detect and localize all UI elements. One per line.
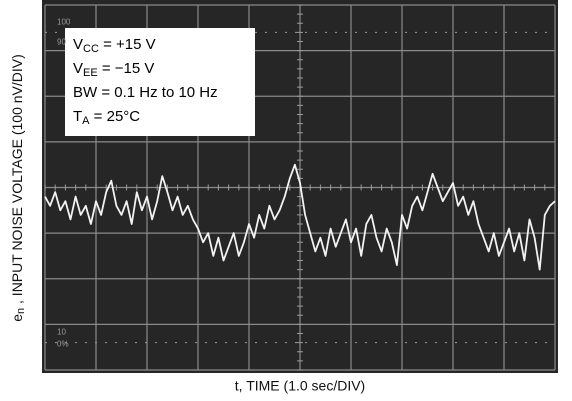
annotation: VCC = +15 V <box>73 36 156 55</box>
graticule-label: 100 <box>57 17 71 26</box>
noise-trace <box>44 163 556 271</box>
y-label-sub: n <box>15 308 27 314</box>
graticule-label: 0% <box>57 340 69 349</box>
annotation-sub: CC <box>83 43 99 55</box>
annotation-rest: = +15 V <box>99 36 156 53</box>
annotation-main: V <box>73 60 83 77</box>
y-label-main: e <box>9 314 25 322</box>
annotation-sub: EE <box>83 67 98 79</box>
annotation-main: T <box>73 108 82 125</box>
annotation-rest: = 25°C <box>90 108 141 125</box>
annotation: TA = 25°C <box>73 108 140 127</box>
annotation-main: V <box>73 36 83 53</box>
annotation-sub: A <box>82 115 90 127</box>
annotation: BW = 0.1 Hz to 10 Hz <box>73 84 218 101</box>
graticule-label: 10 <box>57 328 66 337</box>
x-axis-label: t, TIME (1.0 sec/DIV) <box>235 378 365 394</box>
graticule-label: 90 <box>57 37 66 46</box>
y-label-rest: , INPUT NOISE VOLTAGE (100 nV/DIV) <box>9 54 25 308</box>
annotation-rest: = −15 V <box>98 60 155 77</box>
annotation: VEE = −15 V <box>73 60 154 79</box>
annotation-box <box>65 28 255 136</box>
annotation-main: BW = 0.1 Hz to 10 Hz <box>73 84 218 101</box>
y-axis-label: en , INPUT NOISE VOLTAGE (100 nV/DIV) <box>9 54 27 322</box>
